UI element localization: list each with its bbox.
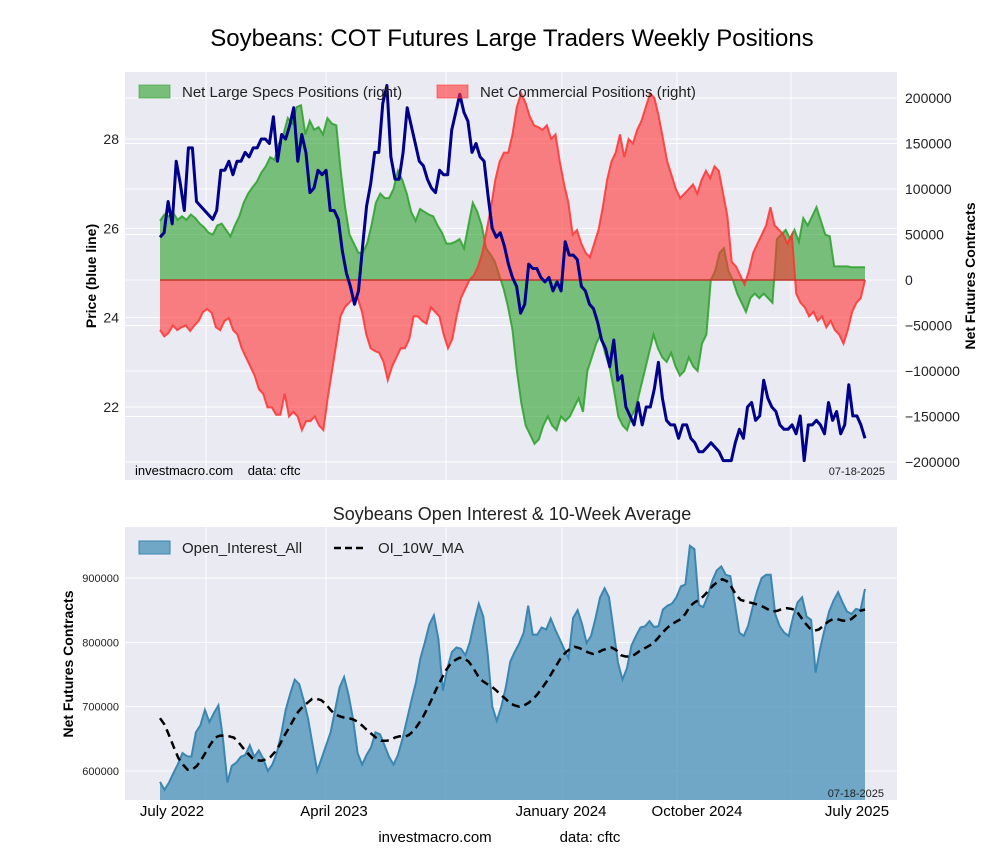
- open-interest-line: [159, 544, 866, 792]
- top-right-ticks: 200000 150000 100000 50000 0 −50000 −100000 −15…: [905, 90, 960, 470]
- net-tick-label: 50000: [905, 227, 944, 243]
- bottom-xticks: July 2022 April 2023 January 2024 October 2…: [140, 803, 889, 820]
- specs-area: [160, 105, 865, 444]
- ma-line: [158, 577, 866, 771]
- price-tick-label: 24: [103, 310, 119, 326]
- net-axis-label: Net Futures Contracts: [962, 202, 978, 349]
- net-tick-label: −100000: [905, 363, 960, 379]
- open-interest-area: [160, 545, 865, 800]
- net-tick-label: 100000: [905, 181, 952, 197]
- top-legend: Net Large Specs Positions (right) Net Co…: [138, 84, 696, 101]
- bottom-title: Soybeans Open Interest & 10-Week Average: [333, 504, 692, 524]
- bottom-date-stamp: 07-18-2025: [828, 788, 884, 800]
- date-tick-label: January 2024: [516, 803, 607, 820]
- price-tick-label: 26: [103, 220, 119, 236]
- date-tick-label: July 2025: [825, 803, 889, 820]
- legend-label-specs: Net Large Specs Positions (right): [182, 84, 402, 101]
- net-tick-label: −150000: [905, 409, 960, 425]
- bottom-plot: 600000 700000 800000 900000 July 2022 April …: [60, 527, 897, 820]
- bottom-areas: [158, 544, 866, 800]
- net-tick-label: 0: [905, 272, 913, 288]
- main-title: Soybeans: COT Futures Large Traders Week…: [210, 25, 813, 52]
- oi-tick-label: 800000: [82, 637, 119, 649]
- legend-label-open-interest: Open_Interest_All: [182, 540, 302, 557]
- price-tick-label: 28: [103, 131, 119, 147]
- bottom-legend: Open_Interest_All OI_10W_MA: [138, 540, 464, 557]
- footer-source: data: cftc: [560, 829, 621, 846]
- date-tick-label: October 2024: [652, 803, 743, 820]
- oi-axis-label: Net Futures Contracts: [60, 590, 76, 737]
- bottom-yticks: 600000 700000 800000 900000: [82, 573, 119, 778]
- commercial-line: [159, 90, 866, 433]
- date-tick-label: July 2022: [140, 803, 204, 820]
- oi-tick-label: 700000: [82, 702, 119, 714]
- legend-swatch-open-interest: [138, 540, 171, 555]
- price-tick-label: 22: [103, 399, 119, 415]
- legend-swatch-specs: [138, 84, 171, 99]
- price-line: [158, 83, 867, 463]
- commercial-area: [160, 93, 865, 431]
- top-date-stamp: 07-18-2025: [829, 466, 885, 478]
- date-tick-label: April 2023: [300, 803, 368, 820]
- net-tick-label: 200000: [905, 90, 952, 106]
- top-watermark: investmacro.com data: cftc: [135, 463, 301, 478]
- legend-label-ma: OI_10W_MA: [378, 540, 464, 557]
- price-axis-label: Price (blue line): [83, 224, 99, 328]
- legend-swatch-commercial: [436, 84, 469, 99]
- oi-tick-label: 600000: [82, 766, 119, 778]
- top-areas: [158, 83, 867, 463]
- footer-site: investmacro.com: [378, 829, 491, 846]
- legend-label-commercial: Net Commercial Positions (right): [480, 84, 696, 101]
- net-tick-label: −200000: [905, 454, 960, 470]
- oi-tick-label: 900000: [82, 573, 119, 585]
- top-left-ticks: 22 24 26 28: [103, 131, 119, 415]
- top-plot: 22 24 26 28 200000 150000 100000 50000 0 −50000 −…: [83, 72, 978, 480]
- net-tick-label: 150000: [905, 136, 952, 152]
- net-tick-label: −50000: [905, 318, 952, 334]
